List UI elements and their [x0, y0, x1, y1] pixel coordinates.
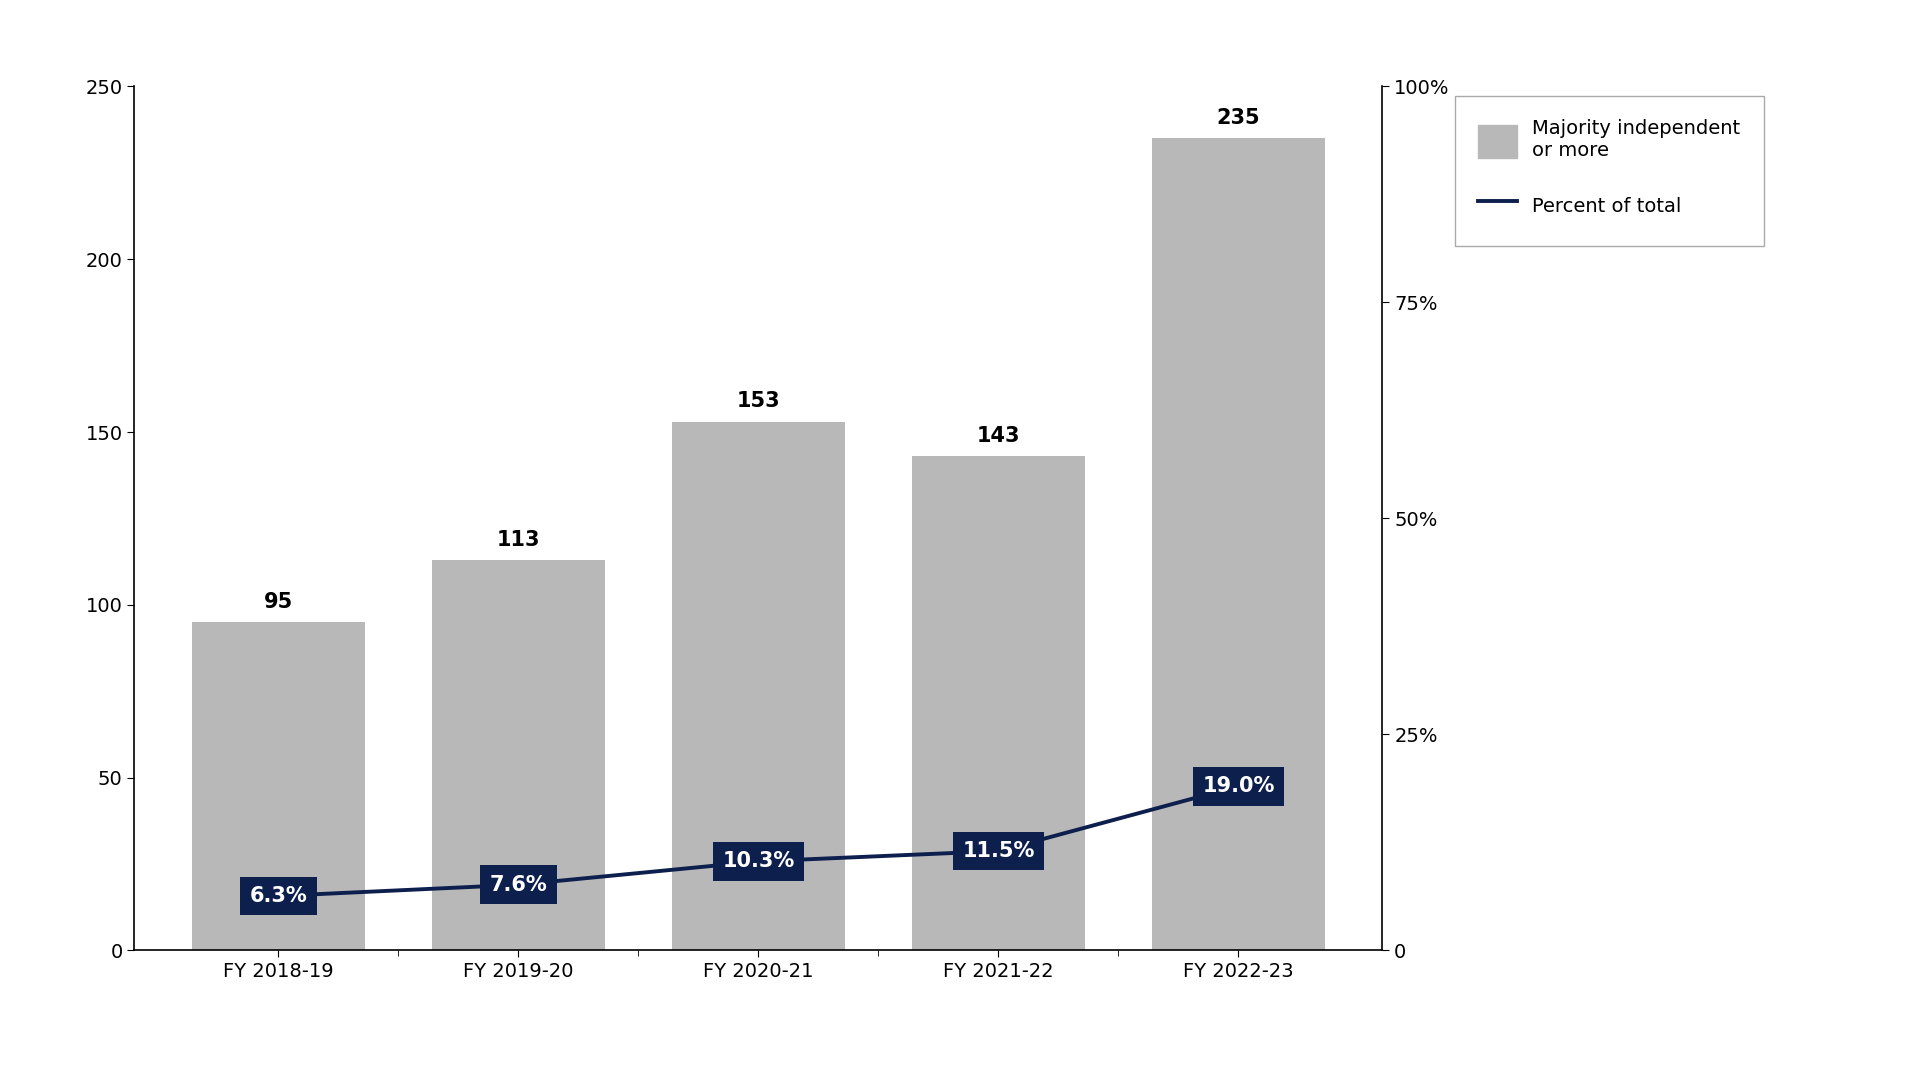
Bar: [672, 421, 845, 950]
Legend: Majority independent
or more, Percent of total: Majority independent or more, Percent of…: [1455, 96, 1764, 245]
Text: 19.0%: 19.0%: [1202, 777, 1275, 796]
Text: 153: 153: [737, 391, 780, 411]
Text: 11.5%: 11.5%: [962, 841, 1035, 861]
Text: 6.3%: 6.3%: [250, 886, 307, 906]
Bar: [1152, 138, 1325, 950]
Text: 235: 235: [1217, 108, 1260, 127]
Text: 10.3%: 10.3%: [722, 851, 795, 872]
Text: 7.6%: 7.6%: [490, 875, 547, 894]
Bar: [432, 559, 605, 950]
Text: 95: 95: [263, 592, 294, 611]
Text: 113: 113: [497, 529, 540, 550]
Bar: [912, 456, 1085, 950]
Text: 143: 143: [977, 426, 1020, 446]
Bar: [192, 622, 365, 950]
